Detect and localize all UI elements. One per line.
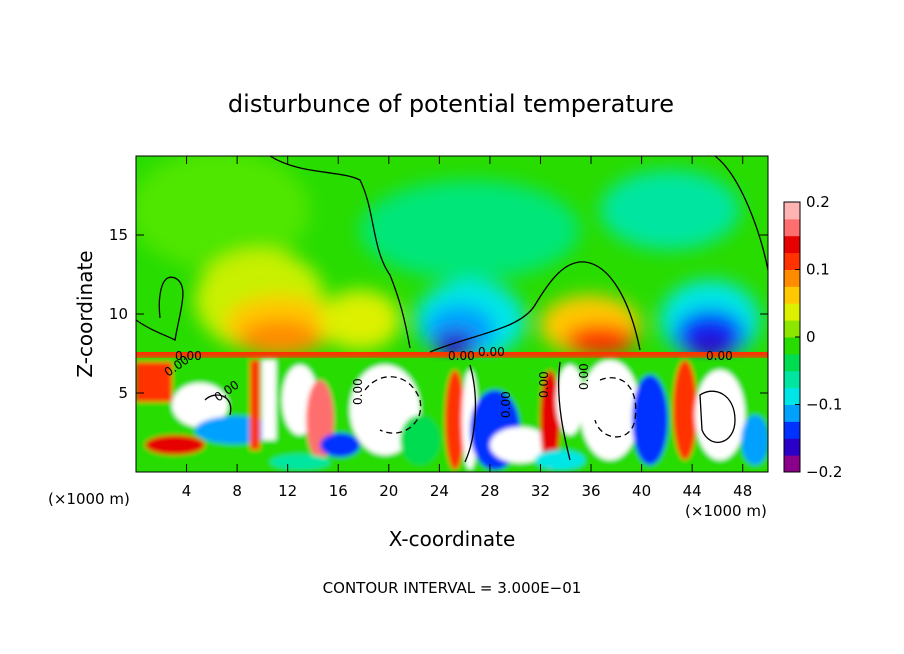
- contour-interval-text: CONTOUR INTERVAL = 3.000E−01: [323, 579, 582, 597]
- contour-label: 0.00: [351, 378, 365, 405]
- colorbar-swatch: [784, 218, 800, 237]
- colorbar-tick-label: −0.1: [806, 396, 842, 414]
- colorbar-swatch: [784, 421, 800, 439]
- x-tick-label: 20: [379, 482, 398, 500]
- contour-line: [204, 394, 232, 416]
- x-tick-label: 48: [733, 482, 752, 500]
- x-tick-label: 32: [531, 482, 550, 500]
- x-unit-right: (×1000 m): [685, 502, 767, 520]
- contour-label-layer: 0.00 0.00 0.00 0.00 0.00 0.00 0.00 0.00 …: [162, 345, 733, 418]
- x-axis: 4 8 12 16 20 24 28 32 36 40 44 48: [182, 156, 752, 500]
- contour-label: 0.00: [706, 349, 733, 363]
- contour-label: 0.00: [577, 363, 591, 390]
- x-tick-label: 44: [683, 482, 702, 500]
- contour-label: 0.00: [537, 371, 551, 398]
- contour-line: [464, 364, 477, 463]
- lower-field: [136, 358, 768, 472]
- y-tick-label: 15: [109, 226, 128, 244]
- colorbar-swatch: [784, 320, 800, 338]
- colorbar: 0.2 0.1 0 −0.1 −0.2: [783, 193, 842, 481]
- colorbar-swatch: [784, 235, 800, 254]
- contour-line: [557, 361, 571, 461]
- colorbar-swatch: [784, 202, 800, 220]
- colorbar-swatch: [784, 353, 800, 372]
- x-tick-label: 28: [480, 482, 499, 500]
- colorbar-tick-label: 0.1: [806, 261, 830, 279]
- y-axis-label: Z-coordinate: [73, 250, 97, 377]
- contour-label: 0.00: [175, 349, 202, 363]
- contour-label: 0.00: [448, 349, 475, 363]
- contour-line: [269, 156, 411, 349]
- upper-field: [136, 156, 760, 360]
- colorbar-swatch: [784, 387, 800, 405]
- colorbar-swatch: [784, 438, 800, 456]
- contour-line: [699, 390, 736, 443]
- contour-label: 0.00: [478, 345, 505, 359]
- colorbar-tick-label: 0: [806, 328, 816, 346]
- colorbar-swatch: [784, 252, 800, 270]
- x-tick-label: 4: [182, 482, 192, 500]
- colorbar-swatch: [784, 370, 800, 389]
- contour-label: 0.00: [499, 391, 513, 418]
- x-tick-label: 40: [632, 482, 651, 500]
- y-tick-label: 10: [109, 305, 128, 323]
- x-tick-label: 36: [581, 482, 600, 500]
- boundary-layer: [136, 352, 768, 358]
- x-axis-label: X-coordinate: [389, 527, 516, 551]
- x-tick-label: 8: [232, 482, 242, 500]
- contour-line: [136, 276, 184, 341]
- y-tick-label: 5: [118, 384, 128, 402]
- colorbar-swatch: [784, 455, 800, 473]
- colorbar-swatch: [784, 269, 800, 287]
- colorbar-tick-label: −0.2: [806, 463, 842, 481]
- x-tick-label: 16: [329, 482, 348, 500]
- x-unit-left: (×1000 m): [48, 490, 130, 508]
- contour-line: [714, 156, 768, 271]
- colorbar-tick-label: 0.2: [806, 193, 830, 211]
- contour-line: [364, 376, 422, 434]
- plot-area: [136, 156, 768, 472]
- contour-lines: [136, 156, 768, 463]
- y-axis: 5 10 15: [109, 226, 768, 402]
- contour-line: [429, 261, 641, 353]
- x-tick-label: 12: [278, 482, 297, 500]
- chart-title: disturbunce of potential temperature: [228, 90, 674, 118]
- colorbar-swatch: [784, 303, 800, 321]
- x-tick-label: 24: [430, 482, 449, 500]
- colorbar-swatch: [784, 286, 800, 304]
- colorbar-swatch: [784, 404, 800, 422]
- colorbar-swatch: [784, 337, 800, 355]
